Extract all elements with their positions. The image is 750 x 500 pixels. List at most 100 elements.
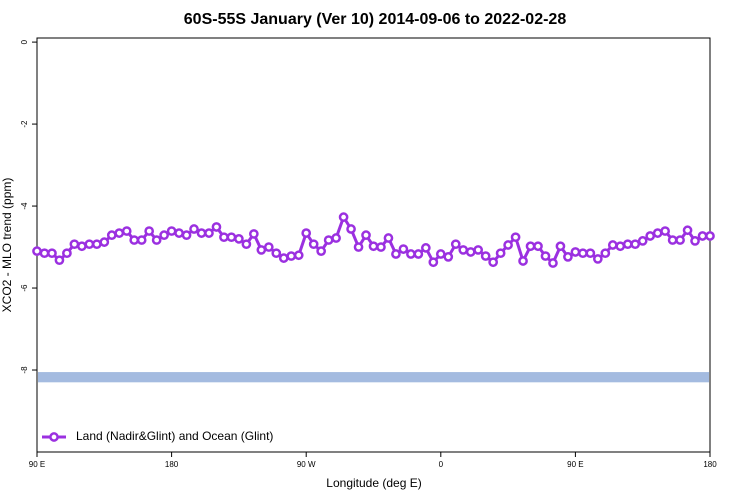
data-point bbox=[241, 239, 252, 250]
data-point bbox=[533, 241, 543, 252]
y-axis-label: XCO2 - MLO trend (ppm) bbox=[0, 178, 14, 313]
data-point bbox=[121, 226, 132, 236]
chart-title: 60S-55S January (Ver 10) 2014-09-06 to 2… bbox=[184, 11, 567, 28]
data-point bbox=[226, 232, 237, 243]
data-point bbox=[69, 239, 80, 250]
data-point bbox=[398, 244, 409, 254]
data-point bbox=[406, 249, 416, 259]
x-tick-label: 90 E bbox=[29, 460, 45, 469]
data-point bbox=[144, 226, 155, 236]
data-point bbox=[443, 252, 454, 262]
y-tick-label: 0 bbox=[20, 39, 29, 44]
data-point bbox=[622, 239, 633, 250]
data-point bbox=[480, 251, 491, 261]
data-point bbox=[420, 243, 431, 253]
data-point bbox=[211, 222, 222, 232]
data-point bbox=[525, 241, 536, 252]
data-point bbox=[376, 242, 386, 252]
plot-frame bbox=[36, 37, 711, 453]
data-point bbox=[196, 228, 207, 238]
y-tick-label: -8 bbox=[20, 366, 29, 374]
x-tick-label: 180 bbox=[703, 460, 717, 469]
legend-marker bbox=[49, 432, 59, 442]
data-point bbox=[450, 239, 461, 250]
data-point bbox=[293, 250, 304, 261]
data-point bbox=[84, 239, 95, 250]
x-tick-label: 90 E bbox=[567, 460, 583, 469]
data-point bbox=[652, 228, 663, 238]
data-point bbox=[548, 258, 558, 268]
data-point bbox=[667, 235, 678, 245]
data-point bbox=[249, 229, 259, 239]
data-point bbox=[286, 251, 297, 261]
data-point bbox=[705, 231, 715, 241]
data-point bbox=[338, 212, 349, 222]
data-point bbox=[263, 242, 274, 252]
data-point bbox=[106, 230, 117, 241]
data-point bbox=[503, 240, 513, 250]
data-point bbox=[54, 255, 65, 266]
data-point bbox=[637, 236, 648, 246]
data-point bbox=[301, 228, 312, 238]
data-point bbox=[690, 236, 700, 246]
data-point bbox=[47, 248, 57, 259]
data-point bbox=[607, 240, 618, 250]
data-point bbox=[391, 249, 401, 259]
data-point bbox=[645, 231, 656, 241]
data-point bbox=[578, 248, 588, 259]
data-point bbox=[570, 247, 581, 257]
data-point bbox=[308, 239, 319, 250]
data-point bbox=[413, 249, 424, 259]
data-point bbox=[518, 256, 528, 266]
data-point bbox=[151, 235, 162, 245]
y-tick-label: -6 bbox=[20, 284, 29, 292]
data-point bbox=[91, 239, 102, 250]
legend-label: Land (Nadir&Glint) and Ocean (Glint) bbox=[76, 429, 273, 443]
data-point bbox=[697, 231, 708, 241]
y-tick-label: -4 bbox=[20, 202, 29, 210]
data-point bbox=[555, 241, 566, 252]
data-point bbox=[353, 242, 364, 252]
data-point bbox=[166, 226, 177, 236]
data-point bbox=[219, 232, 229, 243]
data-point bbox=[136, 235, 147, 245]
data-point bbox=[473, 245, 484, 255]
data-point bbox=[316, 246, 327, 256]
data-point bbox=[62, 248, 72, 259]
x-tick-label: 180 bbox=[165, 460, 179, 469]
data-point bbox=[114, 228, 125, 238]
data-point bbox=[361, 230, 371, 241]
data-point bbox=[540, 251, 551, 261]
data-point bbox=[331, 233, 341, 243]
data-point bbox=[189, 224, 199, 234]
data-point bbox=[435, 249, 446, 259]
data-point bbox=[271, 248, 282, 259]
data-point bbox=[428, 257, 439, 268]
data-point bbox=[615, 241, 626, 252]
data-point bbox=[675, 235, 685, 245]
data-point bbox=[510, 232, 521, 243]
data-point bbox=[99, 237, 110, 247]
data-point bbox=[204, 228, 214, 238]
reference-band bbox=[38, 372, 709, 383]
x-axis-label: Longitude (deg E) bbox=[326, 476, 421, 490]
data-point bbox=[32, 246, 42, 256]
x-tick-label: 90 W bbox=[297, 460, 316, 469]
y-tick-label: -2 bbox=[20, 120, 29, 128]
data-point bbox=[585, 248, 596, 259]
data-point bbox=[600, 248, 611, 259]
data-point bbox=[159, 230, 169, 241]
data-point bbox=[383, 233, 394, 243]
data-point bbox=[660, 226, 670, 236]
data-point bbox=[39, 248, 50, 259]
data-point bbox=[495, 248, 506, 259]
data-point bbox=[323, 235, 334, 245]
data-point bbox=[458, 245, 469, 255]
data-point bbox=[592, 254, 603, 264]
data-point bbox=[563, 252, 573, 262]
data-point bbox=[630, 239, 641, 250]
data-point bbox=[234, 234, 244, 244]
data-point bbox=[174, 228, 184, 238]
data-point bbox=[682, 225, 693, 236]
